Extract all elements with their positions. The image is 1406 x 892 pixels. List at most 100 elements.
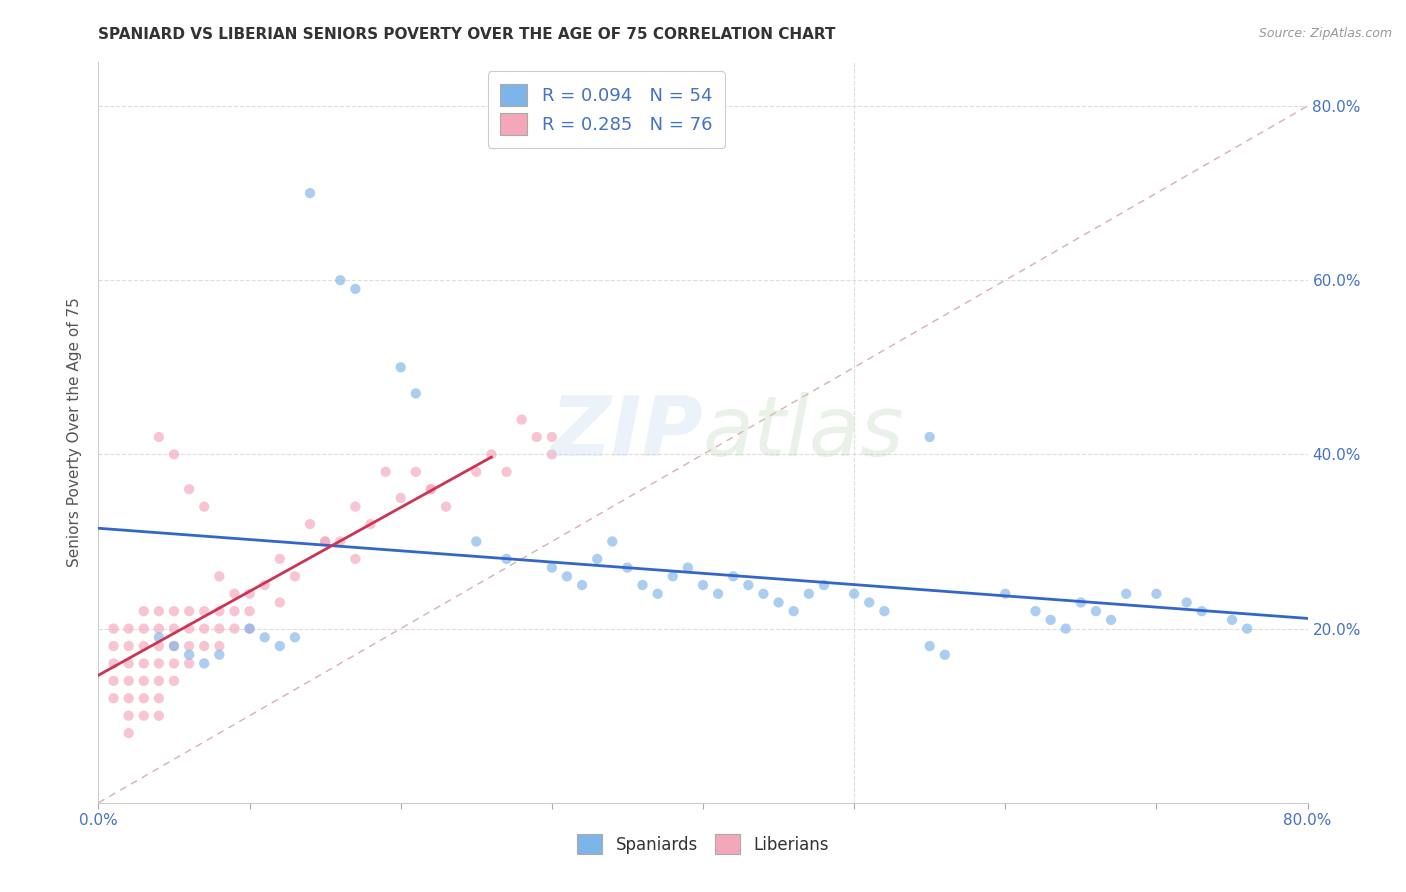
Point [163,639,186,653]
Point [269,639,291,653]
Point [148,708,170,723]
Point [208,648,231,662]
Point [389,360,412,375]
Point [360,517,382,532]
Point [434,500,457,514]
Point [224,604,246,618]
Point [132,657,155,671]
Point [118,726,141,740]
Point [163,673,186,688]
Point [1085,604,1108,618]
Point [239,622,262,636]
Point [344,552,367,566]
Point [148,604,170,618]
Point [163,604,186,618]
Point [314,534,336,549]
Point [208,569,231,583]
Point [103,622,125,636]
Point [1144,587,1167,601]
Point [193,622,215,636]
Point [873,604,896,618]
Point [208,622,231,636]
Point [224,587,246,601]
Point [676,560,699,574]
Point [179,604,201,618]
Point [148,691,170,706]
Point [540,560,562,574]
Point [405,386,427,401]
Point [465,465,488,479]
Point [555,569,578,583]
Point [148,430,170,444]
Point [1070,595,1092,609]
Point [299,186,322,200]
Point [858,595,880,609]
Point [994,587,1017,601]
Point [269,595,291,609]
Point [1039,613,1062,627]
Point [148,657,170,671]
Point [1220,613,1243,627]
Point [299,517,322,532]
Point [510,412,533,426]
Point [1099,613,1122,627]
Point [148,630,170,644]
Point [1054,622,1077,636]
Point [723,569,745,583]
Point [132,691,155,706]
Point [344,282,367,296]
Point [163,622,186,636]
Point [616,560,638,574]
Point [661,569,683,583]
Point [163,447,186,461]
Point [118,639,141,653]
Point [374,465,396,479]
Point [118,673,141,688]
Point [103,639,125,653]
Point [783,604,806,618]
Y-axis label: Seniors Poverty Over the Age of 75: Seniors Poverty Over the Age of 75 [67,298,83,567]
Point [193,657,215,671]
Point [420,482,443,496]
Point [647,587,669,601]
Point [208,604,231,618]
Point [253,630,276,644]
Point [284,569,307,583]
Point [495,465,517,479]
Point [586,552,609,566]
Point [118,708,141,723]
Point [193,639,215,653]
Point [526,430,548,444]
Point [329,534,352,549]
Text: Source: ZipAtlas.com: Source: ZipAtlas.com [1258,27,1392,40]
Point [239,587,262,601]
Point [239,604,262,618]
Point [148,639,170,653]
Point [132,673,155,688]
Point [253,578,276,592]
Point [1191,604,1213,618]
Point [179,657,201,671]
Point [118,657,141,671]
Point [465,534,488,549]
Point [193,604,215,618]
Point [179,482,201,496]
Point [540,430,562,444]
Point [284,630,307,644]
Point [768,595,790,609]
Point [329,273,352,287]
Text: atlas: atlas [703,392,904,473]
Point [148,622,170,636]
Point [495,552,517,566]
Point [420,482,443,496]
Point [163,639,186,653]
Point [103,673,125,688]
Point [692,578,714,592]
Point [224,622,246,636]
Point [737,578,759,592]
Point [344,500,367,514]
Point [1115,587,1137,601]
Text: SPANIARD VS LIBERIAN SENIORS POVERTY OVER THE AGE OF 75 CORRELATION CHART: SPANIARD VS LIBERIAN SENIORS POVERTY OVE… [98,27,837,42]
Point [239,622,262,636]
Point [752,587,775,601]
